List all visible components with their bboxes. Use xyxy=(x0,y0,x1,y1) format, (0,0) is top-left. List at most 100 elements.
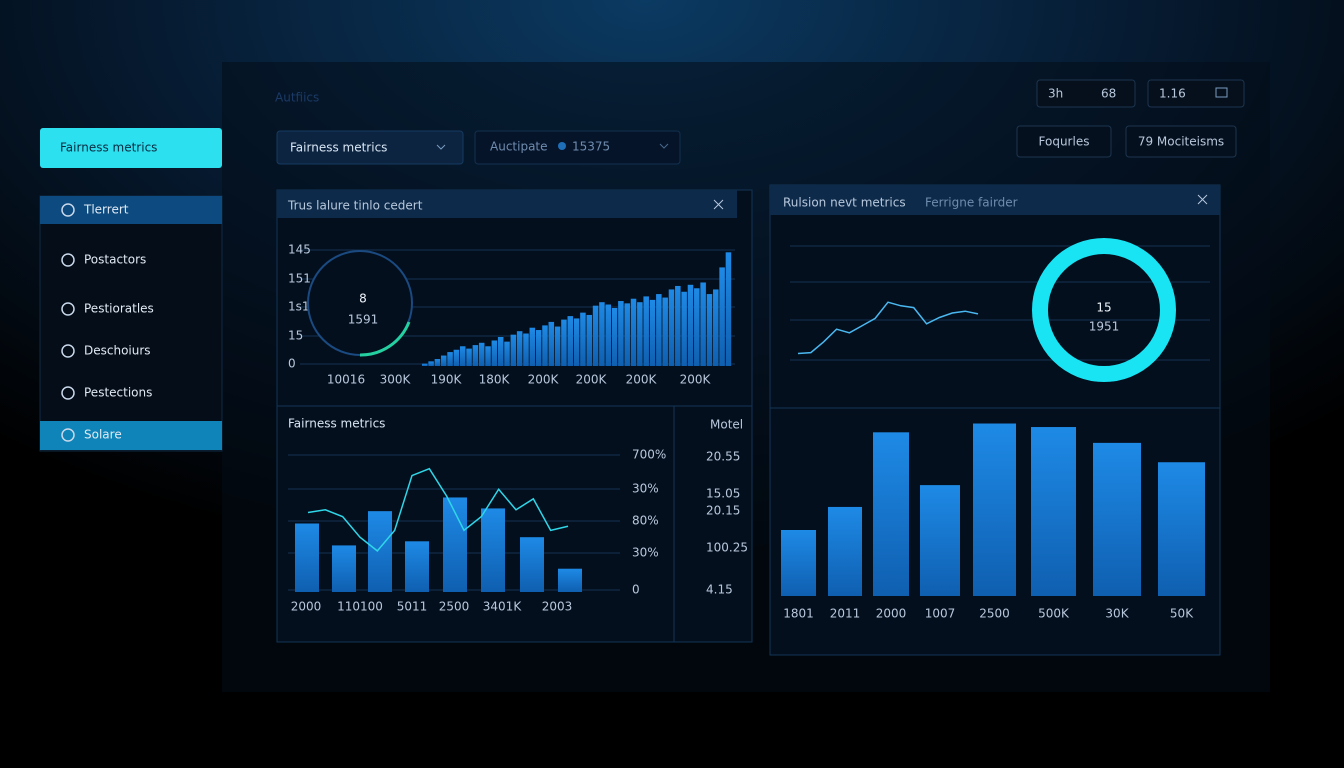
x-tick-label: 2500 xyxy=(439,600,470,614)
bar xyxy=(497,337,504,366)
badge-text: 3h xyxy=(1048,87,1063,101)
bar xyxy=(405,541,429,592)
bar xyxy=(719,267,725,366)
x-tick-label: 10016 xyxy=(327,373,365,387)
bar xyxy=(675,285,681,366)
bar xyxy=(662,297,668,366)
filter-label: Auctipate xyxy=(490,140,548,154)
panel-title: Rulsion nevt metrics xyxy=(783,196,906,210)
header-title: Autfiics xyxy=(275,91,319,105)
sidebar-active-label: Fairness metrics xyxy=(60,141,157,155)
sidebar-active[interactable] xyxy=(40,128,222,168)
x-tick-label: 2011 xyxy=(830,607,861,621)
panel-title: Trus lalure tinlo cedert xyxy=(287,199,423,213)
filter[interactable] xyxy=(474,130,681,165)
bar xyxy=(920,485,960,596)
bar xyxy=(1093,442,1141,596)
y-tick-label: 30% xyxy=(632,482,659,496)
bar xyxy=(554,326,561,366)
badge xyxy=(1147,79,1245,108)
sidebar xyxy=(39,195,223,452)
close-icon xyxy=(1197,194,1208,205)
ring-sub: 1951 xyxy=(1089,320,1120,334)
bar xyxy=(725,252,732,366)
bar xyxy=(573,318,580,366)
bar xyxy=(700,282,706,366)
x-tick-label: 500K xyxy=(1038,607,1070,621)
ring-value: 15 xyxy=(1096,301,1111,315)
x-tick-label: 110100 xyxy=(337,600,383,614)
x-tick-label: 3401K xyxy=(483,600,523,614)
y-tick-label: 30% xyxy=(632,546,659,560)
y-tick-label: 80% xyxy=(632,514,659,528)
bar xyxy=(643,296,649,366)
x-tick-label: 2000 xyxy=(291,600,322,614)
bar xyxy=(687,284,694,366)
x-tick-label: 200K xyxy=(626,373,658,387)
bar xyxy=(873,432,909,596)
panel-title: Fairness metrics xyxy=(288,417,385,431)
sidebar-item: Tlerrert xyxy=(83,203,129,217)
sidebar-item: Solare xyxy=(84,428,122,442)
side-value: 4.15 xyxy=(706,583,733,597)
x-tick-label: 30K xyxy=(1105,607,1129,621)
x-tick-label: 5011 xyxy=(397,600,428,614)
bar xyxy=(630,298,637,366)
x-tick-label: 1801 xyxy=(783,607,814,621)
y-tick-label: 145 xyxy=(288,243,311,257)
side-value: 20.15 xyxy=(706,504,740,518)
side-title: Motel xyxy=(710,418,743,432)
bar xyxy=(332,545,356,592)
bar xyxy=(529,327,536,366)
button-label: Foqurles xyxy=(1039,135,1090,149)
sidebar-icon xyxy=(61,302,75,316)
gauge-arc xyxy=(359,321,411,357)
x-tick-label: 180K xyxy=(479,373,511,387)
sidebar-highlight xyxy=(40,196,222,224)
bar xyxy=(523,333,529,366)
bar xyxy=(611,308,618,366)
button-label: 79 Mociteisms xyxy=(1138,135,1224,149)
bar xyxy=(440,355,447,366)
dropdown-label: Fairness metrics xyxy=(290,141,387,155)
sidebar-item: Pestioratles xyxy=(84,302,154,316)
side-value: 15.05 xyxy=(706,487,740,501)
y-tick-label: 15 xyxy=(288,329,303,343)
chevron xyxy=(436,144,446,150)
bar xyxy=(605,304,611,366)
bar xyxy=(713,289,719,366)
bar xyxy=(580,312,586,366)
bar xyxy=(535,330,542,366)
bar xyxy=(558,568,582,592)
bar xyxy=(422,363,428,366)
button[interactable] xyxy=(1016,125,1112,158)
filter-value: 15375 xyxy=(572,140,610,154)
bar xyxy=(668,289,675,366)
bar xyxy=(504,341,510,366)
bar xyxy=(453,349,460,366)
sidebar-highlight xyxy=(40,421,222,450)
sidebar-icon xyxy=(61,386,75,400)
close-icon xyxy=(713,199,724,210)
bar xyxy=(656,294,662,366)
bar xyxy=(428,361,434,366)
bar xyxy=(485,346,491,366)
panel-header xyxy=(277,190,737,218)
sidebar-icon xyxy=(61,203,75,217)
sidebar-item: Deschoiurs xyxy=(84,344,151,358)
side-value: 100.25 xyxy=(706,541,748,555)
bar xyxy=(618,301,624,366)
gauge-value: 8 xyxy=(359,292,367,306)
bar xyxy=(599,302,605,366)
side-value: 20.55 xyxy=(706,450,740,464)
bar xyxy=(561,319,567,366)
bar xyxy=(706,294,713,366)
button[interactable] xyxy=(1125,125,1237,158)
dropdown[interactable] xyxy=(276,130,464,165)
y-tick-label: 1s1 xyxy=(288,300,310,314)
bar xyxy=(567,316,574,366)
bar xyxy=(828,506,862,596)
bar xyxy=(481,508,505,592)
x-tick-label: 1007 xyxy=(925,607,956,621)
